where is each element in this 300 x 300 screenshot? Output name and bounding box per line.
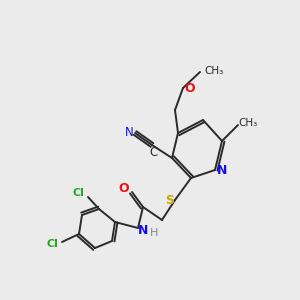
Text: Cl: Cl <box>46 239 58 249</box>
Text: Cl: Cl <box>72 188 84 198</box>
Text: O: O <box>119 182 129 196</box>
Text: CH₃: CH₃ <box>238 118 258 128</box>
Text: N: N <box>138 224 148 238</box>
Text: O: O <box>185 82 195 95</box>
Text: H: H <box>150 228 158 238</box>
Text: N: N <box>217 164 227 178</box>
Text: S: S <box>166 194 175 208</box>
Text: CH₃: CH₃ <box>204 66 224 76</box>
Text: C: C <box>150 146 158 160</box>
Text: N: N <box>124 125 134 139</box>
